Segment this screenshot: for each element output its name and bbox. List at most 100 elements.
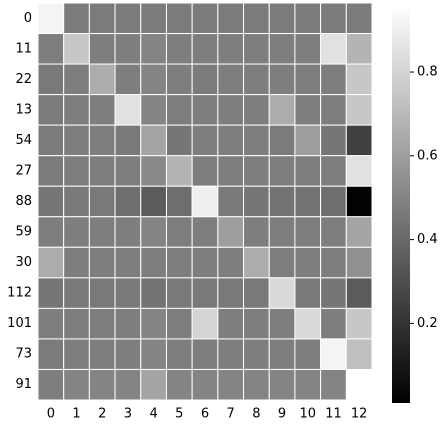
heatmap-cell — [165, 2, 193, 35]
heatmap-cell — [114, 2, 142, 35]
heatmap-cell — [140, 246, 167, 279]
heatmap-cell — [345, 33, 373, 65]
heatmap-cell — [165, 185, 193, 218]
heatmap-cell — [88, 63, 116, 96]
heatmap-cell — [320, 307, 347, 340]
heatmap-cell — [217, 2, 245, 35]
heatmap-cell — [217, 124, 245, 157]
x-tick-label: 11 — [325, 407, 342, 422]
heatmap-cell — [243, 63, 270, 96]
x-tick-label: 9 — [278, 407, 286, 422]
heatmap-cell — [191, 124, 219, 157]
heatmap-cell — [63, 94, 90, 126]
heatmap-cell — [88, 33, 116, 65]
colorbar-tick-label: 0.2 — [417, 316, 438, 331]
heatmap-cell — [165, 216, 193, 248]
heatmap-cell — [140, 124, 167, 157]
heatmap-cell — [37, 368, 65, 401]
heatmap-cell — [140, 185, 167, 218]
heatmap-cell — [63, 185, 90, 218]
heatmap-cell — [268, 307, 296, 340]
heatmap-cell — [243, 307, 270, 340]
heatmap-cell — [243, 246, 270, 279]
y-tick-label: 112 — [7, 286, 32, 301]
y-tick-label: 30 — [15, 255, 32, 270]
heatmap-cell — [294, 368, 322, 401]
colorbar — [392, 5, 410, 403]
y-tick-label: 101 — [7, 316, 32, 331]
heatmap-cell — [268, 338, 296, 370]
heatmap-cell — [140, 155, 167, 187]
heatmap-cell — [88, 368, 116, 401]
heatmap-cell — [191, 94, 219, 126]
y-tick-label: 91 — [15, 377, 32, 392]
heatmap-cell — [140, 368, 167, 401]
heatmap-cell — [37, 63, 65, 96]
heatmap-cell — [37, 155, 65, 187]
heatmap-cell — [217, 307, 245, 340]
heatmap-cell — [217, 277, 245, 309]
heatmap-cell — [165, 94, 193, 126]
heatmap-cell — [294, 307, 322, 340]
heatmap-cell — [114, 307, 142, 340]
heatmap-cell — [243, 368, 270, 401]
heatmap-cell — [191, 307, 219, 340]
heatmap-cell — [140, 94, 167, 126]
heatmap-cell — [37, 124, 65, 157]
heatmap-cell — [165, 368, 193, 401]
heatmap-cell — [37, 2, 65, 35]
heatmap-cell — [294, 185, 322, 218]
x-tick-label: 7 — [227, 407, 235, 422]
heatmap-cell — [140, 63, 167, 96]
heatmap-cell — [88, 124, 116, 157]
heatmap-cell — [191, 155, 219, 187]
heatmap-cell — [217, 185, 245, 218]
heatmap-cell — [37, 216, 65, 248]
heatmap-cell — [37, 246, 65, 279]
heatmap-cell — [88, 246, 116, 279]
heatmap-cell — [345, 338, 373, 370]
y-tick-label: 88 — [15, 194, 32, 209]
heatmap-cell — [88, 216, 116, 248]
heatmap-cell — [88, 2, 116, 35]
heatmap-cell — [345, 2, 373, 35]
heatmap-cell — [114, 338, 142, 370]
y-tick-label: 11 — [15, 41, 32, 56]
x-tick-label: 4 — [149, 407, 157, 422]
heatmap-cell — [88, 185, 116, 218]
heatmap-cell — [345, 155, 373, 187]
heatmap-cell — [63, 33, 90, 65]
heatmap-cell — [140, 277, 167, 309]
heatmap-cell — [165, 33, 193, 65]
heatmap-cell — [268, 277, 296, 309]
heatmap-cell — [268, 94, 296, 126]
heatmap-cell — [140, 307, 167, 340]
heatmap-cell — [320, 33, 347, 65]
heatmap-cell — [191, 246, 219, 279]
colorbar-tick-label: 0.4 — [417, 232, 438, 247]
heatmap-cell — [140, 216, 167, 248]
heatmap-cell — [294, 124, 322, 157]
heatmap-cell — [320, 246, 347, 279]
heatmap-cell — [294, 155, 322, 187]
heatmap-cell — [268, 185, 296, 218]
heatmap-cell — [294, 63, 322, 96]
heatmap-cell — [243, 155, 270, 187]
heatmap-cell — [320, 94, 347, 126]
heatmap-cell — [63, 338, 90, 370]
x-tick-label: 3 — [124, 407, 132, 422]
heatmap-cell — [243, 185, 270, 218]
heatmap-cell — [294, 2, 322, 35]
heatmap-cell — [345, 124, 373, 157]
heatmap-cell — [114, 246, 142, 279]
heatmap-cell — [114, 63, 142, 96]
heatmap-cell — [345, 185, 373, 218]
heatmap-cell — [268, 216, 296, 248]
y-tick-label: 59 — [15, 225, 32, 240]
heatmap-cell — [191, 33, 219, 65]
y-tick-label: 73 — [15, 347, 32, 362]
heatmap-cell — [165, 246, 193, 279]
heatmap-cell — [191, 2, 219, 35]
heatmap-cell — [243, 338, 270, 370]
heatmap-cell — [320, 63, 347, 96]
